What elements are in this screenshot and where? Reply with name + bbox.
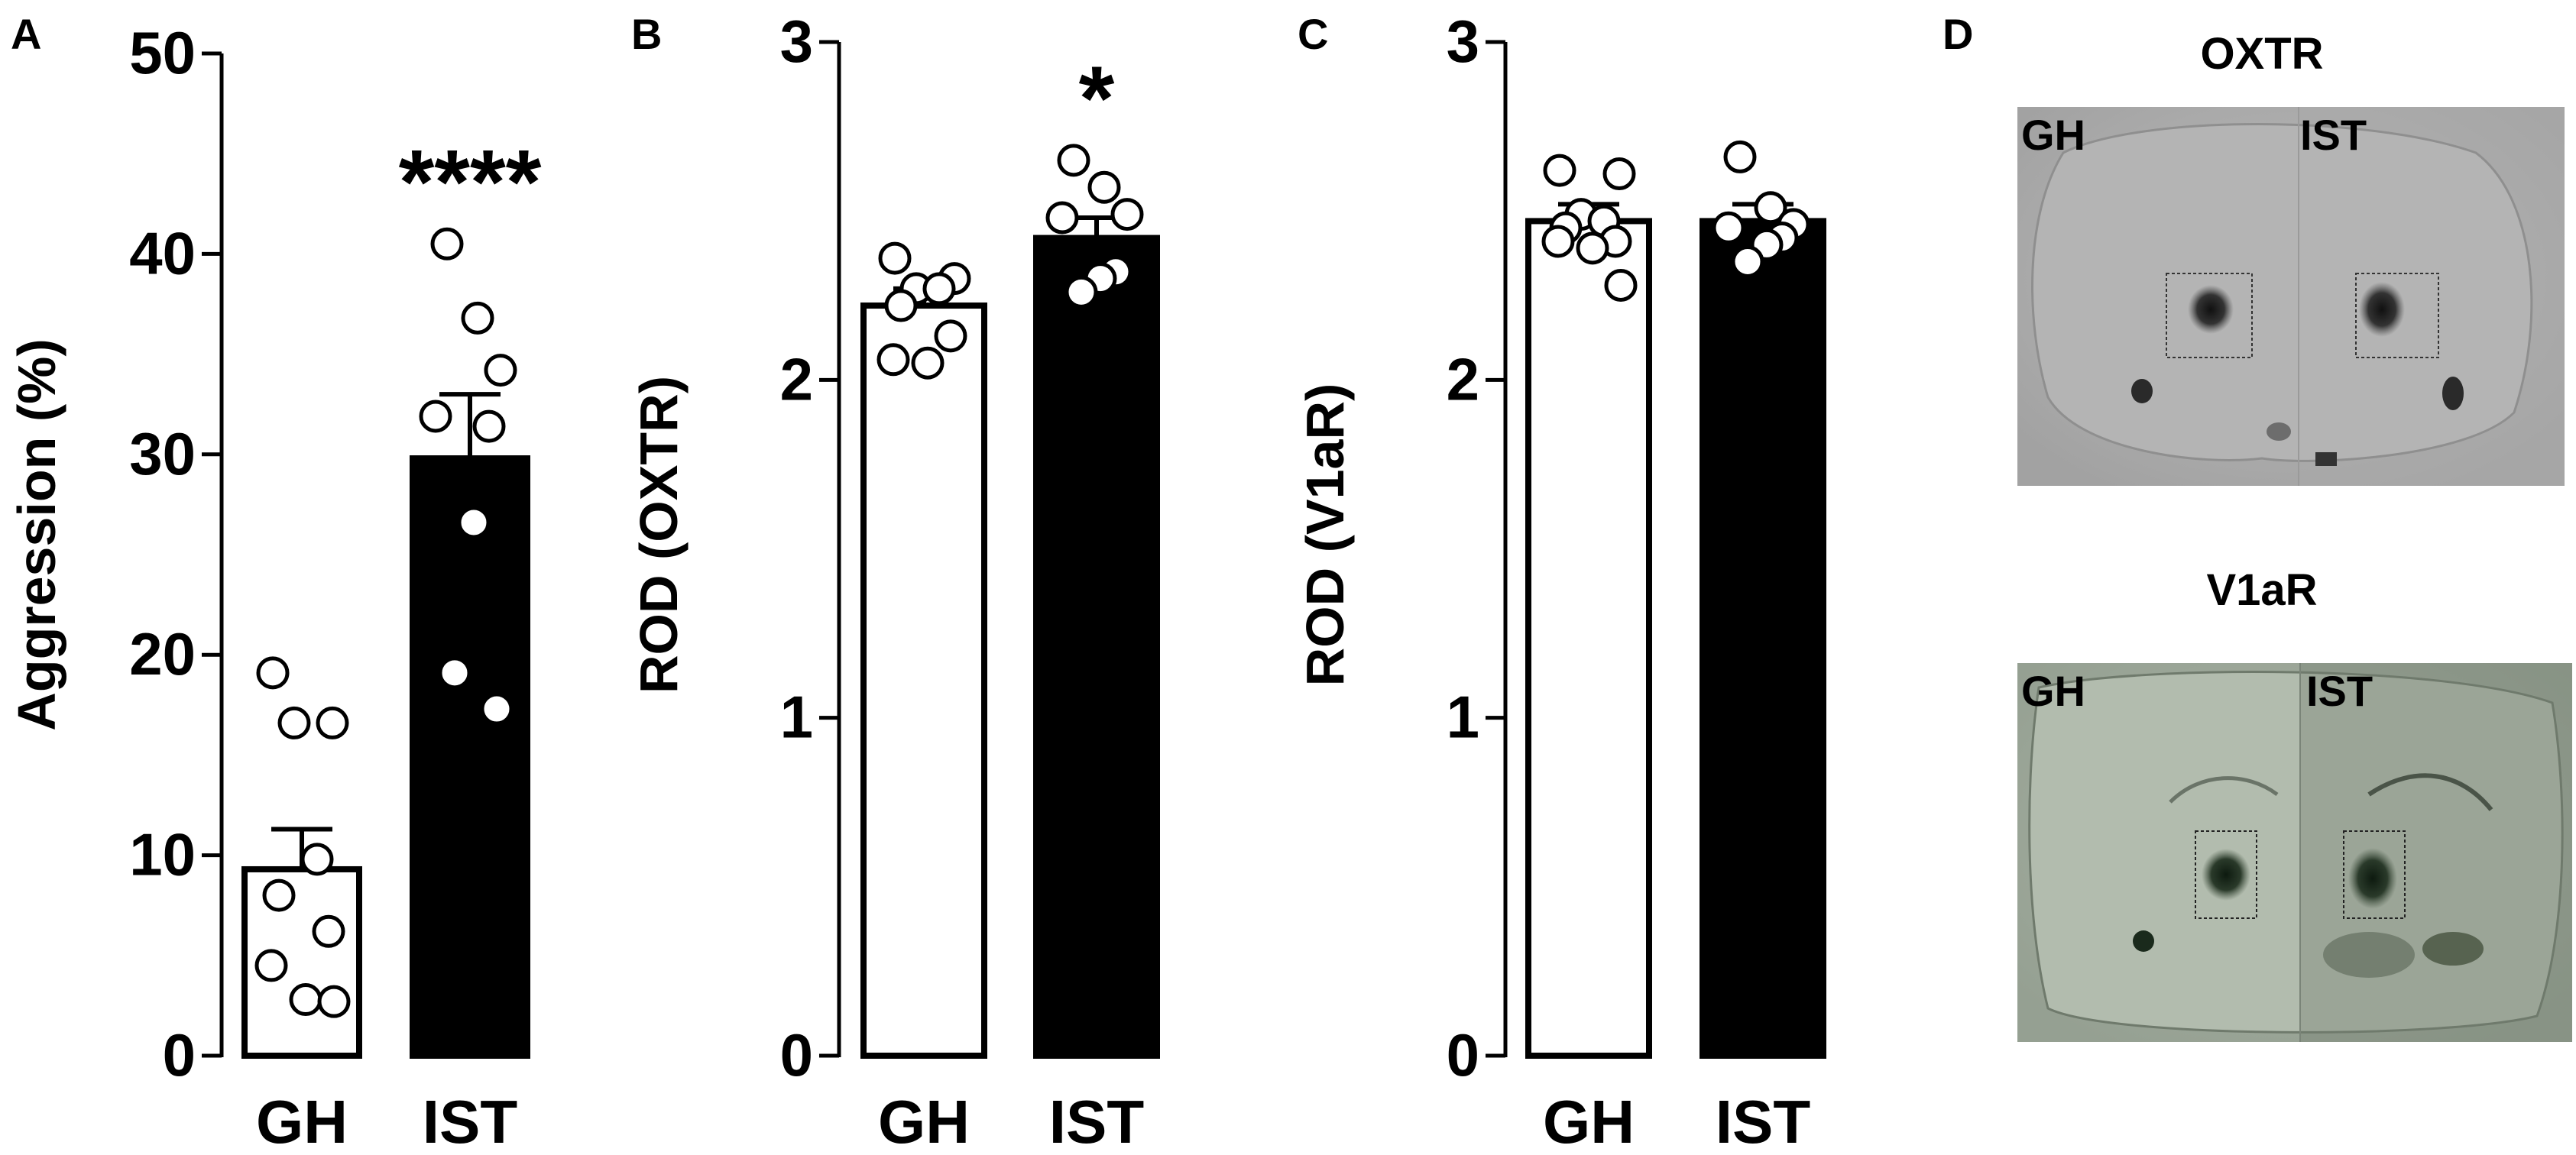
b-bar-gh (860, 302, 987, 1059)
a-y-tick-label: 40 (129, 219, 196, 286)
b-data-point (878, 241, 912, 275)
oxtr-right-label: IST (2300, 111, 2367, 159)
oxtr-image-title: OXTR (2200, 29, 2323, 79)
a-data-point (262, 878, 296, 912)
b-data-point (911, 346, 945, 380)
chart-panel-a: 0 10 20 30 40 50 Aggression (%) GH IST **** (7, 19, 542, 1155)
b-data-point (1057, 144, 1090, 177)
a-y-axis-label: Aggression (%) (7, 338, 66, 730)
c-bar-ist (1700, 218, 1826, 1060)
a-data-point (438, 656, 471, 690)
b-y-tick-label: 0 (780, 1021, 813, 1089)
b-data-point (884, 289, 918, 322)
a-category-label: GH (256, 1088, 348, 1155)
c-data-point (1541, 225, 1575, 258)
c-data-point (1602, 157, 1636, 191)
a-data-point (419, 400, 452, 433)
c-category-label: IST (1716, 1088, 1811, 1155)
c-data-point (1543, 154, 1576, 187)
v1ar-section-image (2017, 663, 2572, 1042)
c-data-point (1576, 231, 1609, 265)
panel-letter-a: A (11, 10, 41, 58)
b-data-point (1045, 201, 1079, 235)
a-data-point (256, 656, 290, 690)
v1ar-right-label: IST (2306, 667, 2373, 715)
a-y-tick-label: 10 (129, 821, 196, 888)
v1ar-image-title: V1aR (2206, 565, 2317, 615)
b-data-point (1064, 275, 1098, 309)
b-y-tick-label: 2 (780, 345, 813, 412)
a-data-point (289, 983, 322, 1017)
b-data-point (1110, 198, 1144, 231)
v1ar-left-label: GH (2021, 667, 2085, 715)
c-y-axis-label: ROD (V1aR) (1295, 383, 1355, 687)
c-category-label: GH (1543, 1088, 1635, 1155)
b-category-label: IST (1049, 1088, 1145, 1155)
a-data-point (312, 914, 345, 948)
autoradiograph-panel: OXTR GH IST V1aR (2017, 29, 2572, 1042)
a-y-tick-label: 50 (129, 19, 196, 86)
a-y-tick-label: 30 (129, 420, 196, 487)
c-y-tick-label: 1 (1447, 684, 1479, 751)
a-data-point (277, 706, 311, 739)
b-category-label: GH (878, 1088, 970, 1155)
a-data-point (472, 409, 506, 443)
c-data-point (1723, 140, 1757, 173)
chart-panel-c: 0 1 2 3 ROD (V1aR) GH IST (1295, 8, 1826, 1155)
c-data-point (1712, 211, 1745, 244)
b-significance-mark: * (1079, 47, 1115, 150)
a-data-point (480, 692, 514, 726)
c-y-tick-label: 3 (1447, 8, 1479, 75)
a-y-tick-label: 20 (129, 620, 196, 688)
oxtr-left-label: GH (2021, 111, 2085, 159)
c-bar-gh (1525, 218, 1652, 1060)
chart-panel-b: 0 1 2 3 ROD (OXTR) GH IST * (629, 8, 1160, 1155)
a-data-point (254, 949, 288, 982)
b-y-tick-label: 3 (780, 8, 813, 75)
b-y-tick-label: 1 (780, 684, 813, 751)
b-data-point (922, 272, 956, 306)
a-data-point (457, 506, 491, 539)
a-significance-mark: **** (399, 131, 542, 233)
a-category-label: IST (423, 1088, 518, 1155)
a-data-point (300, 843, 334, 876)
oxtr-section-image (2017, 107, 2565, 486)
a-data-point (461, 301, 494, 335)
b-bar-ist (1033, 235, 1160, 1059)
c-y-tick-label: 2 (1447, 345, 1479, 412)
b-y-axis-label: ROD (OXTR) (629, 376, 689, 694)
c-data-point (1604, 268, 1638, 302)
panel-letter-b: B (631, 10, 662, 58)
a-data-point (316, 706, 349, 739)
panel-letter-c: C (1298, 10, 1328, 58)
a-data-point (484, 354, 517, 387)
b-data-point (1087, 170, 1121, 204)
a-data-point (317, 985, 351, 1018)
a-bar-ist (410, 455, 530, 1059)
a-data-point (430, 227, 464, 260)
c-data-point (1754, 191, 1787, 225)
panel-letter-d: D (1943, 10, 1973, 58)
b-data-point (934, 319, 967, 353)
b-data-point (876, 343, 910, 377)
c-data-point (1731, 245, 1764, 279)
a-y-tick-label: 0 (163, 1021, 196, 1089)
c-y-tick-label: 0 (1447, 1021, 1479, 1089)
